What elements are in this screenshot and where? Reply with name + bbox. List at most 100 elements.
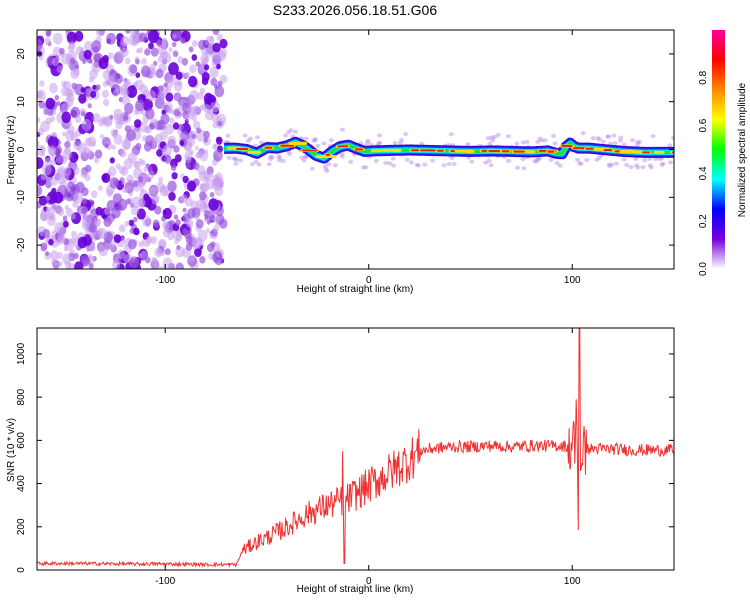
noise-blob	[51, 131, 57, 138]
halo-blob	[365, 138, 371, 143]
noise-blob	[120, 35, 130, 47]
noise-blob	[57, 232, 66, 243]
noise-blobs	[37, 30, 228, 269]
signal-halo	[222, 127, 674, 173]
noise-blob	[147, 135, 152, 141]
noise-blob	[63, 238, 70, 246]
noise-blob	[169, 117, 175, 124]
noise-blob	[135, 142, 142, 151]
noise-blob	[156, 90, 166, 101]
noise-blob	[189, 256, 195, 263]
noise-blob	[38, 195, 48, 206]
halo-blob	[326, 162, 332, 167]
halo-blob	[340, 127, 345, 132]
noise-blob	[84, 40, 93, 52]
halo-blob	[404, 157, 410, 162]
noise-blob	[123, 140, 131, 150]
noise-blob	[47, 145, 57, 156]
noise-blob	[161, 37, 168, 45]
halo-blob	[580, 131, 586, 136]
halo-blob	[315, 143, 321, 148]
noise-blob	[162, 221, 170, 231]
halo-blob	[242, 133, 248, 138]
noise-blob	[107, 166, 117, 177]
noise-blob	[63, 246, 69, 252]
halo-blob	[577, 161, 583, 166]
noise-blob	[119, 149, 127, 158]
halo-blob	[606, 134, 612, 139]
noise-blob	[187, 105, 196, 116]
noise-blob	[122, 186, 128, 194]
noise-blob	[126, 129, 136, 141]
noise-blob	[145, 108, 155, 120]
chart-title: S233.2026.056.18.51.G06	[273, 2, 437, 18]
noise-blob	[39, 80, 45, 87]
noise-blob	[124, 57, 131, 65]
noise-blob	[89, 230, 97, 239]
noise-blob	[71, 230, 77, 238]
halo-blob	[575, 157, 581, 162]
noise-blob	[113, 234, 122, 244]
noise-blob	[102, 89, 109, 99]
halo-blob	[485, 136, 491, 141]
halo-blob	[259, 140, 264, 145]
halo-blob	[618, 135, 624, 140]
noise-blob	[64, 204, 70, 210]
noise-blob	[83, 49, 92, 60]
noise-blob	[55, 155, 63, 164]
noise-blob	[46, 191, 58, 205]
noise-blob	[72, 200, 79, 208]
halo-blob	[521, 166, 527, 171]
noise-blob	[168, 62, 179, 76]
noise-blob	[37, 185, 43, 197]
noise-blob	[125, 198, 131, 205]
colorbar-ticks: 0.0 0.2 0.4 0.6 0.8	[698, 70, 709, 276]
noise-blob	[205, 228, 210, 234]
noise-blob	[171, 172, 178, 180]
halo-blob	[557, 163, 563, 168]
halo-blob	[276, 154, 282, 159]
halo-blob	[554, 161, 560, 165]
noise-blob	[63, 220, 69, 228]
halo-blob	[348, 159, 354, 164]
halo-blob	[422, 162, 428, 167]
halo-blob	[630, 138, 636, 143]
noise-blob	[126, 174, 135, 184]
halo-blob	[487, 141, 493, 146]
noise-blob	[91, 141, 96, 147]
noise-blob	[213, 178, 224, 191]
noise-blob	[78, 93, 87, 104]
noise-blob	[191, 207, 201, 218]
noise-blob	[45, 206, 52, 214]
noise-blob	[47, 135, 59, 149]
halo-blob	[618, 138, 623, 143]
noise-blob	[129, 64, 138, 74]
noise-blob	[162, 144, 172, 157]
noise-blob	[37, 89, 46, 101]
noise-blob	[150, 68, 156, 75]
noise-blob	[208, 198, 219, 211]
snr-frame	[36, 327, 675, 571]
noise-blob	[63, 80, 72, 91]
halo-blob	[469, 159, 475, 164]
noise-blob	[133, 216, 138, 223]
halo-blob	[492, 134, 498, 139]
halo-blob	[640, 165, 646, 170]
noise-blob	[200, 53, 210, 65]
halo-blob	[383, 161, 389, 165]
noise-blob	[163, 82, 168, 88]
noise-blob	[126, 85, 138, 98]
noise-blob	[209, 66, 219, 78]
halo-blob	[660, 161, 666, 166]
noise-blob	[182, 207, 187, 213]
noise-blob	[40, 173, 47, 181]
noise-blob	[67, 262, 76, 269]
noise-blob	[208, 211, 217, 222]
colorbar-tick-label: 0.0	[698, 262, 709, 276]
halo-blob	[514, 141, 520, 146]
noise-blob	[168, 47, 173, 53]
noise-blob	[62, 215, 68, 221]
noise-blob	[144, 126, 150, 134]
noise-blob	[187, 137, 196, 147]
